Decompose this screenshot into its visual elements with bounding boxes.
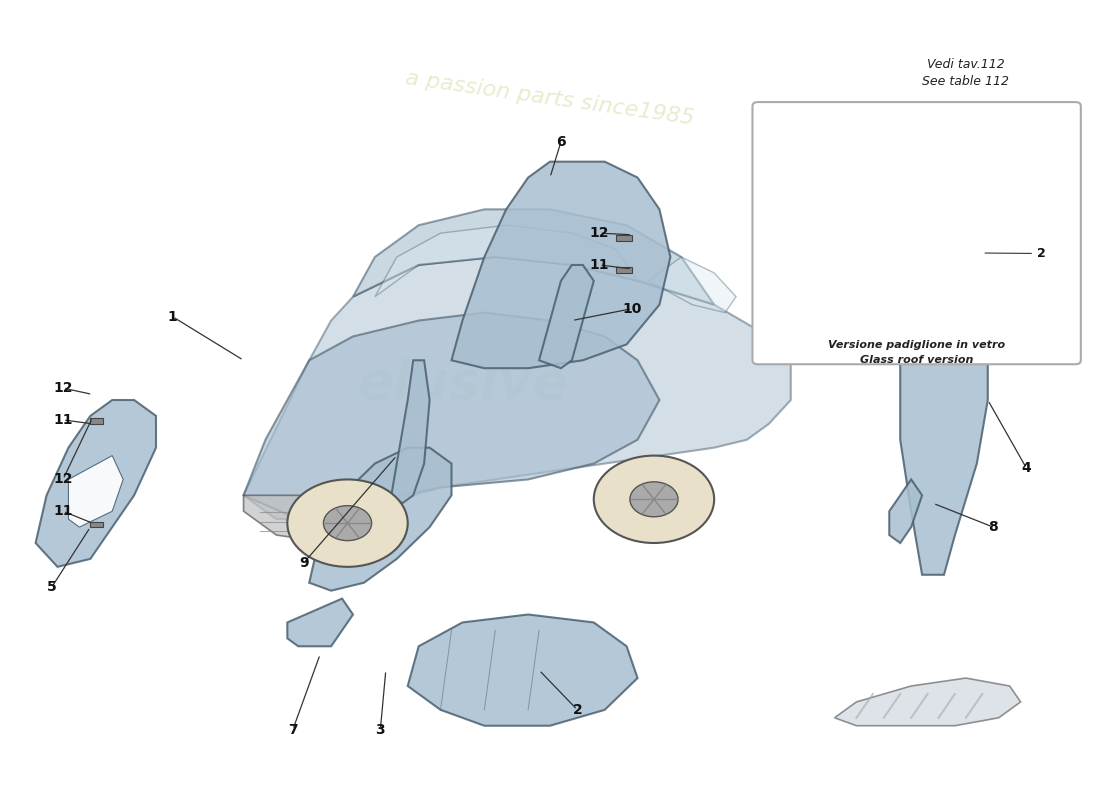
Polygon shape (408, 614, 638, 726)
Text: 2: 2 (986, 247, 1046, 260)
Polygon shape (35, 400, 156, 567)
Text: 4: 4 (1021, 461, 1031, 474)
Text: 3: 3 (375, 722, 385, 737)
Text: 12: 12 (590, 226, 609, 240)
Polygon shape (780, 194, 988, 257)
Polygon shape (889, 479, 922, 543)
Text: a passion parts since1985: a passion parts since1985 (405, 68, 695, 128)
Polygon shape (243, 257, 791, 519)
Text: 9: 9 (299, 556, 309, 570)
Bar (616, 234, 632, 241)
Text: elusive: elusive (356, 358, 568, 410)
Polygon shape (309, 448, 451, 590)
Text: Versione padiglione in vetro: Versione padiglione in vetro (828, 341, 1005, 350)
Polygon shape (900, 305, 988, 574)
Text: Glass roof version: Glass roof version (860, 354, 974, 365)
Text: 5: 5 (47, 580, 57, 594)
Bar (616, 266, 632, 273)
FancyBboxPatch shape (752, 102, 1081, 364)
Text: 2: 2 (572, 703, 582, 717)
Bar (90, 418, 103, 424)
Polygon shape (243, 495, 397, 543)
Text: 11: 11 (53, 504, 73, 518)
Polygon shape (243, 313, 659, 519)
Text: 6: 6 (557, 135, 565, 149)
Bar (90, 522, 103, 527)
Polygon shape (539, 265, 594, 368)
Text: 12: 12 (53, 473, 73, 486)
Polygon shape (353, 210, 714, 305)
Text: 1: 1 (167, 310, 177, 323)
Polygon shape (375, 226, 638, 297)
Text: 8: 8 (989, 520, 998, 534)
Polygon shape (68, 456, 123, 527)
Polygon shape (451, 162, 670, 368)
Circle shape (323, 506, 372, 541)
Text: 11: 11 (53, 413, 73, 427)
Polygon shape (392, 360, 430, 503)
Polygon shape (835, 678, 1021, 726)
Polygon shape (287, 598, 353, 646)
Circle shape (287, 479, 408, 567)
Text: Vedi tav.112
See table 112: Vedi tav.112 See table 112 (923, 58, 1010, 88)
Text: 10: 10 (623, 302, 641, 316)
Circle shape (594, 456, 714, 543)
Text: 12: 12 (53, 381, 73, 395)
Polygon shape (900, 249, 1010, 337)
Circle shape (630, 482, 678, 517)
Text: 11: 11 (590, 258, 609, 272)
Text: 7: 7 (288, 722, 298, 737)
Polygon shape (649, 257, 736, 313)
